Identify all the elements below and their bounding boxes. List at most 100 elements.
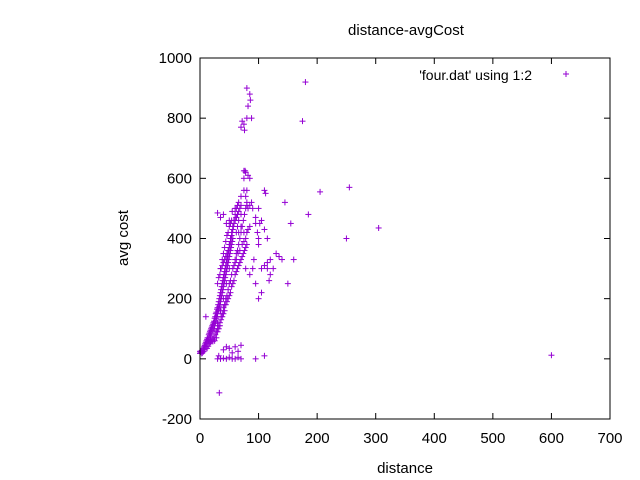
- x-tick-label: 400: [422, 430, 447, 447]
- data-point: [261, 262, 268, 269]
- data-point: [223, 292, 230, 299]
- data-point: [248, 199, 255, 206]
- data-point: [235, 208, 242, 215]
- data-point: [245, 226, 252, 233]
- data-point: [233, 268, 240, 275]
- data-point: [302, 79, 309, 86]
- data-point: [232, 205, 239, 212]
- data-point: [221, 256, 228, 263]
- data-point: [220, 283, 227, 290]
- data-point: [255, 205, 262, 212]
- x-tick-label: 200: [305, 430, 330, 447]
- data-point: [281, 199, 288, 206]
- data-point: [235, 217, 242, 224]
- data-point: [219, 262, 226, 269]
- data-point: [216, 389, 223, 396]
- data-point: [246, 202, 253, 209]
- data-point: [227, 289, 234, 296]
- data-point: [227, 235, 234, 242]
- data-point: [235, 250, 242, 257]
- data-point: [232, 211, 239, 218]
- data-point: [226, 345, 233, 352]
- data-point: [255, 241, 262, 248]
- data-point: [240, 121, 247, 128]
- data-point: [207, 333, 214, 340]
- data-point: [246, 223, 253, 230]
- data-point: [232, 343, 239, 350]
- data-point: [248, 115, 255, 122]
- data-point: [264, 259, 271, 266]
- data-point: [375, 224, 382, 231]
- data-point: [223, 268, 230, 275]
- data-point: [227, 277, 234, 284]
- data-point: [219, 289, 226, 296]
- data-point: [214, 325, 221, 332]
- data-point: [232, 355, 239, 362]
- data-point: [241, 211, 248, 218]
- y-axis-ticks: -200 0 200 400 600 800 1000: [159, 50, 610, 428]
- data-point: [220, 259, 227, 266]
- data-point: [317, 188, 324, 195]
- legend-series-marker: [563, 71, 569, 77]
- data-point: [228, 244, 235, 251]
- data-point: [221, 244, 228, 251]
- data-point: [287, 220, 294, 227]
- series-points: [197, 79, 555, 396]
- data-point: [290, 256, 297, 263]
- data-point: [548, 352, 555, 359]
- data-point: [238, 342, 244, 349]
- data-point: [222, 274, 229, 281]
- data-point: [224, 262, 231, 269]
- chart-title: distance-avgCost: [348, 22, 465, 39]
- data-point: [218, 292, 225, 299]
- data-point: [267, 271, 274, 278]
- data-point: [223, 298, 230, 305]
- data-point: [222, 238, 229, 245]
- data-point: [232, 259, 239, 266]
- data-point: [235, 199, 242, 206]
- data-point: [261, 187, 268, 194]
- data-point: [216, 271, 223, 278]
- data-point: [209, 338, 216, 345]
- data-point: [279, 256, 285, 263]
- data-point: [246, 271, 253, 278]
- data-point: [229, 208, 236, 215]
- y-tick-label: -200: [162, 411, 192, 428]
- x-tick-label: 100: [246, 430, 271, 447]
- data-point: [226, 217, 233, 224]
- data-point: [264, 235, 271, 242]
- data-point: [223, 250, 230, 257]
- data-point: [226, 241, 233, 248]
- data-point: [233, 229, 240, 236]
- x-axis-ticks: 0 100 200 300 400 500 600 700: [196, 58, 623, 447]
- legend-series-label: 'four.dat' using 1:2: [419, 67, 532, 83]
- data-point: [242, 265, 249, 272]
- data-point: [243, 85, 250, 92]
- data-point: [225, 247, 232, 254]
- data-point: [223, 343, 230, 350]
- data-point: [276, 253, 283, 260]
- data-point: [252, 280, 259, 287]
- data-point: [254, 229, 261, 236]
- data-point: [233, 256, 240, 263]
- data-point: [346, 184, 353, 191]
- data-point: [247, 97, 254, 104]
- data-point: [229, 349, 236, 356]
- data-point: [238, 355, 244, 362]
- data-point: [223, 355, 230, 362]
- data-point: [217, 298, 224, 305]
- data-point: [284, 280, 291, 287]
- data-point: [256, 220, 263, 227]
- y-axis-label: avg cost: [115, 209, 132, 266]
- data-point: [215, 352, 222, 359]
- x-tick-label: 600: [539, 430, 564, 447]
- data-point: [242, 235, 249, 242]
- data-point: [255, 235, 262, 242]
- data-point: [240, 175, 247, 182]
- data-point: [220, 346, 227, 353]
- data-point: [228, 283, 235, 290]
- data-point: [220, 355, 227, 362]
- data-point: [218, 313, 225, 320]
- data-point: [305, 211, 312, 218]
